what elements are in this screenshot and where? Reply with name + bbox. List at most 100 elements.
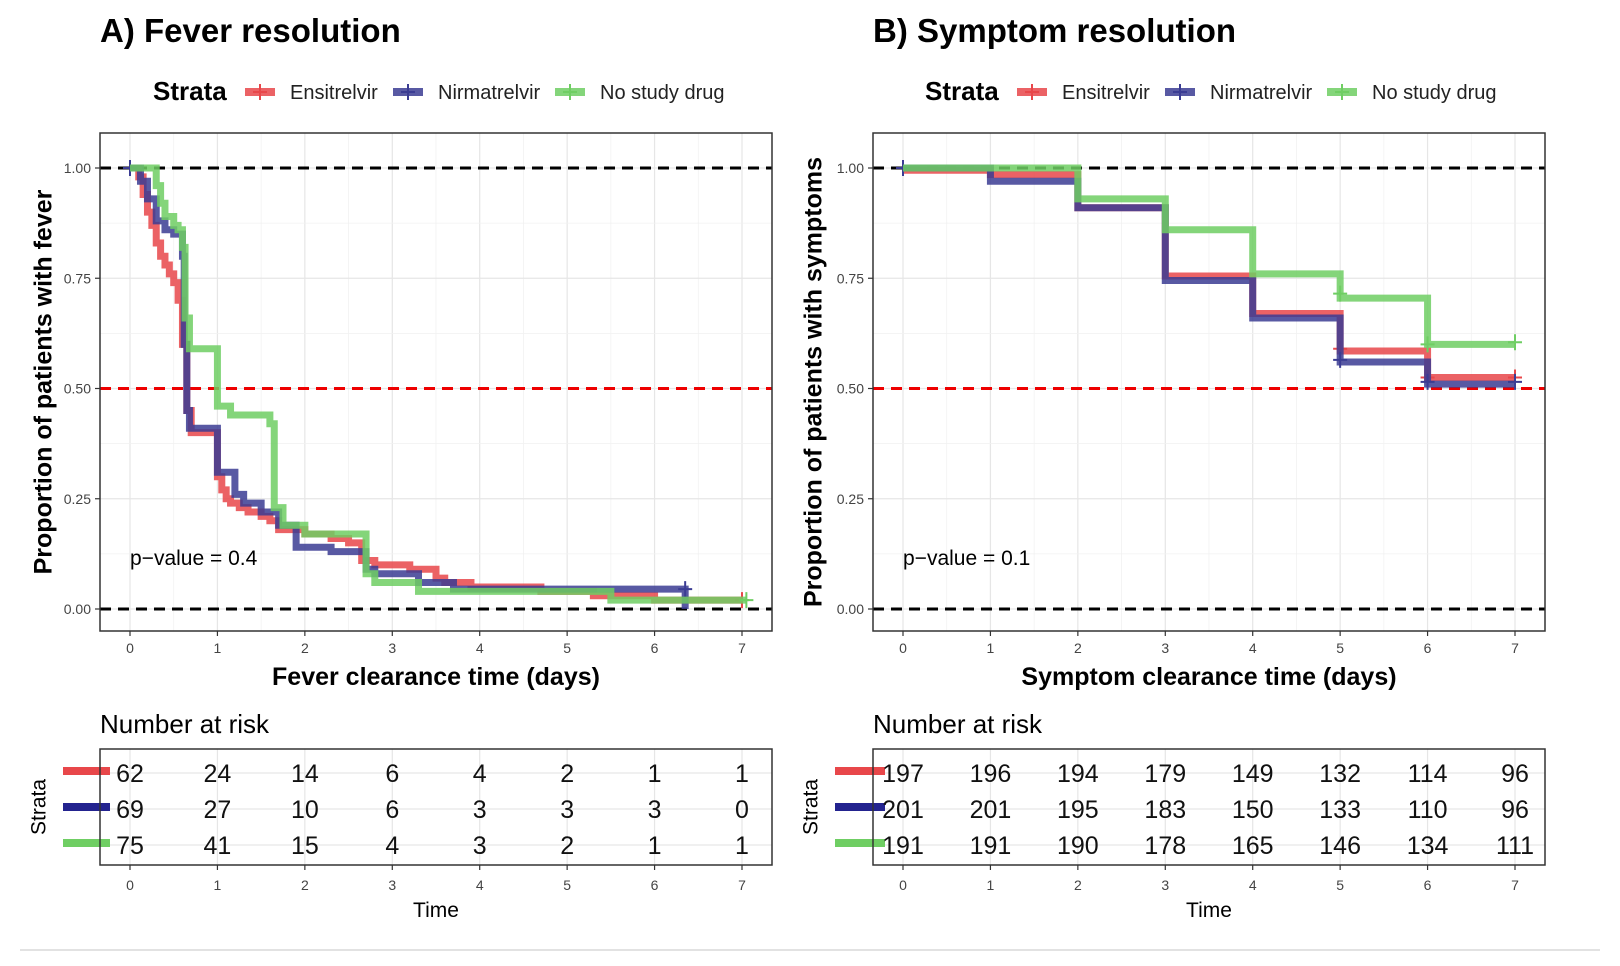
risk-time-tick-label: 0 xyxy=(126,877,134,893)
x-axis-title: Symptom clearance time (days) xyxy=(1021,663,1396,691)
risk-count: 14 xyxy=(291,760,319,788)
risk-count: 196 xyxy=(970,760,1012,788)
x-tick-label: 2 xyxy=(1074,640,1082,656)
y-tick-label: 0.00 xyxy=(837,601,864,617)
x-tick-label: 3 xyxy=(1161,640,1169,656)
risk-time-tick-label: 4 xyxy=(476,877,484,893)
risk-count: 4 xyxy=(473,760,487,788)
risk-time-tick-label: 1 xyxy=(987,877,995,893)
legend-key-cross xyxy=(253,84,267,100)
risk-count: 2 xyxy=(560,760,574,788)
risk-count: 179 xyxy=(1144,760,1186,788)
plot-area: p−value = 0.4 xyxy=(99,132,773,632)
risk-count: 191 xyxy=(882,832,924,860)
legend-label: Ensitrelvir xyxy=(290,82,378,104)
risk-table-background xyxy=(100,749,772,865)
y-tick-label: 0.50 xyxy=(64,381,91,397)
y-tick-label: 1.00 xyxy=(64,160,91,176)
risk-time-tick-label: 0 xyxy=(899,877,907,893)
y-tick-label: 1.00 xyxy=(837,160,864,176)
risk-count: 201 xyxy=(970,796,1012,824)
risk-count: 3 xyxy=(560,796,574,824)
censor-mark xyxy=(1508,373,1522,390)
risk-time-tick-label: 4 xyxy=(1249,877,1257,893)
x-tick-label: 7 xyxy=(738,640,746,656)
censor-mark xyxy=(739,592,754,609)
legend-key-cross xyxy=(1335,84,1349,100)
legend-item: Nirmatrelvir xyxy=(393,82,541,104)
censor-mark xyxy=(1420,373,1435,390)
risk-count: 111 xyxy=(1496,832,1534,860)
risk-time-tick-label: 1 xyxy=(214,877,222,893)
legend-item: Ensitrelvir xyxy=(245,82,378,104)
x-tick-label: 4 xyxy=(476,640,484,656)
x-tick-label: 7 xyxy=(1511,640,1519,656)
p-value-annotation: p−value = 0.4 xyxy=(130,547,258,570)
x-tick-label: 2 xyxy=(301,640,309,656)
legend-item: No study drug xyxy=(555,82,725,104)
y-tick-label: 0.75 xyxy=(64,270,91,286)
legend-label: No study drug xyxy=(1372,82,1497,104)
risk-count: 75 xyxy=(116,832,144,860)
risk-count: 194 xyxy=(1057,760,1099,788)
risk-count: 15 xyxy=(291,832,319,860)
risk-count: 62 xyxy=(116,760,144,788)
km-curve-ensitrelvir xyxy=(130,164,742,604)
risk-time-tick-label: 6 xyxy=(651,877,659,893)
risk-time-tick-label: 7 xyxy=(1511,877,1519,893)
risk-count: 134 xyxy=(1407,832,1449,860)
plot-border xyxy=(99,132,773,632)
risk-time-label: Time xyxy=(1186,899,1232,922)
risk-count: 41 xyxy=(204,832,232,860)
risk-count: 10 xyxy=(291,796,319,824)
risk-time-tick-label: 3 xyxy=(1161,877,1169,893)
legend-label: No study drug xyxy=(600,82,725,104)
x-tick-label: 1 xyxy=(214,640,222,656)
legend-key-cross xyxy=(401,84,415,100)
risk-count: 195 xyxy=(1057,796,1099,824)
panel-title: A) Fever resolution xyxy=(100,12,401,49)
risk-count: 3 xyxy=(473,796,487,824)
risk-count: 6 xyxy=(385,796,399,824)
x-axis-title: Fever clearance time (days) xyxy=(272,663,600,691)
censor-mark xyxy=(1333,351,1348,368)
y-tick-label: 0.75 xyxy=(837,270,864,286)
risk-count: 149 xyxy=(1232,760,1274,788)
legend-label: Nirmatrelvir xyxy=(438,82,541,104)
p-value-annotation: p−value = 0.1 xyxy=(903,547,1030,570)
risk-time-tick-label: 7 xyxy=(738,877,746,893)
risk-count: 201 xyxy=(882,796,924,824)
y-axis-title: Proportion of patients with symptoms xyxy=(800,157,828,607)
risk-time-tick-label: 3 xyxy=(388,877,396,893)
x-tick-label: 5 xyxy=(563,640,571,656)
risk-count: 190 xyxy=(1057,832,1099,860)
y-tick-label: 0.25 xyxy=(64,491,91,507)
risk-count: 4 xyxy=(385,832,399,860)
x-tick-label: 5 xyxy=(1336,640,1344,656)
censor-mark xyxy=(678,581,693,598)
y-tick-label: 0.00 xyxy=(64,601,91,617)
risk-count: 3 xyxy=(473,832,487,860)
risk-count: 24 xyxy=(204,760,232,788)
risk-time-tick-label: 2 xyxy=(301,877,309,893)
risk-count: 114 xyxy=(1408,760,1448,788)
legend-label: Nirmatrelvir xyxy=(1210,82,1313,104)
censor-mark xyxy=(1508,334,1522,351)
y-axis-title: Proportion of patients with fever xyxy=(30,189,58,574)
km-curve-no-study-drug xyxy=(130,164,747,604)
censor-mark xyxy=(1333,285,1348,302)
risk-count: 1 xyxy=(648,832,662,860)
risk-count: 150 xyxy=(1232,796,1274,824)
legend-item: No study drug xyxy=(1327,82,1497,104)
risk-count: 146 xyxy=(1319,832,1361,860)
km-curve-ensitrelvir xyxy=(903,166,1515,381)
risk-count: 3 xyxy=(648,796,662,824)
risk-count: 191 xyxy=(970,832,1012,860)
risk-strata-label: Strata xyxy=(28,779,51,835)
legend-key-cross xyxy=(1025,84,1039,100)
legend-item: Nirmatrelvir xyxy=(1165,82,1313,104)
x-tick-label: 3 xyxy=(388,640,396,656)
legend-title: Strata xyxy=(925,76,999,106)
